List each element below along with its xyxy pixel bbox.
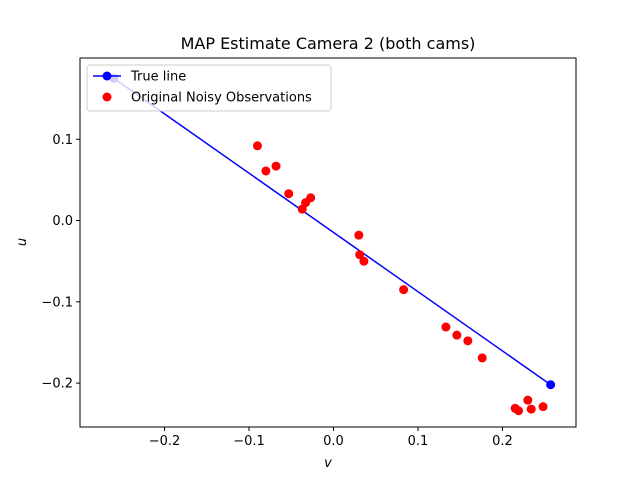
legend-label-observations: Original Noisy Observations — [131, 91, 312, 106]
y-tick-label: −0.2 — [41, 377, 73, 392]
plot-border — [79, 57, 577, 428]
observation-point — [463, 336, 473, 346]
observation-point — [452, 330, 462, 340]
x-tick-label: 0.0 — [323, 434, 344, 449]
observation-point — [526, 404, 536, 414]
observation-point — [306, 193, 316, 203]
x-tick-label: −0.1 — [233, 434, 265, 449]
observation-point — [284, 189, 294, 199]
x-tick-label: 0.2 — [492, 434, 513, 449]
observation-point — [355, 250, 365, 260]
x-tick-label: 0.1 — [408, 434, 429, 449]
plot-area — [80, 58, 576, 427]
observation-point — [359, 256, 369, 266]
legend-true-line-marker — [102, 71, 112, 81]
y-axis: 0.1 0.0 −0.1 −0.2 — [41, 133, 80, 392]
observation-point — [538, 402, 548, 412]
chart-title: MAP Estimate Camera 2 (both cams) — [181, 34, 476, 53]
observation-point — [441, 322, 451, 332]
observation-point — [477, 353, 487, 363]
observation-point — [271, 161, 281, 171]
legend: True line Original Noisy Observations — [86, 64, 332, 112]
observation-point — [252, 141, 262, 151]
x-axis-label: v — [324, 456, 332, 471]
observation-point — [261, 166, 271, 176]
legend-label-true-line: True line — [130, 70, 186, 85]
y-tick-label: 0.0 — [52, 214, 73, 229]
y-tick-label: −0.1 — [41, 295, 73, 310]
true-line — [113, 77, 552, 386]
observation-point — [523, 395, 533, 405]
legend-observations-marker — [102, 92, 112, 102]
true-line-endpoint — [546, 380, 556, 390]
x-axis: −0.2 −0.1 0.0 0.1 0.2 — [149, 427, 513, 449]
observation-point — [514, 406, 524, 416]
y-axis-label: u — [15, 238, 30, 246]
x-tick-label: −0.2 — [149, 434, 181, 449]
y-tick-label: 0.1 — [52, 133, 73, 148]
observation-point — [399, 285, 409, 295]
observation-point — [354, 230, 364, 240]
legend-box — [86, 64, 332, 112]
